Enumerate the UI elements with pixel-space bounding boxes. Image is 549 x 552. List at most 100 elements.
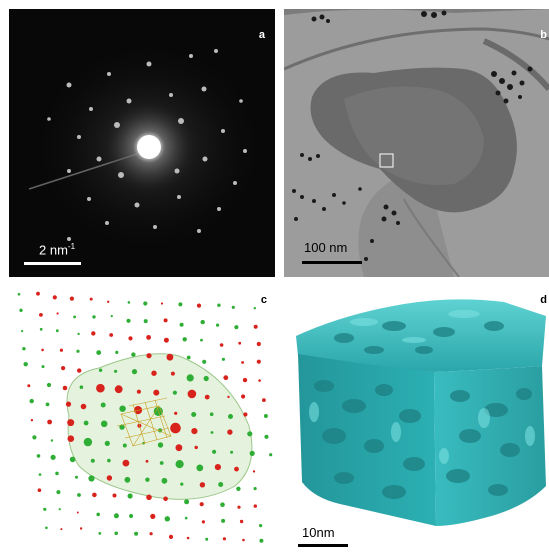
scale-bar-a xyxy=(24,262,81,265)
support-strand xyxy=(482,38,549,91)
lattice-spot xyxy=(30,419,34,422)
lattice-spot xyxy=(131,352,136,357)
lattice-spot xyxy=(241,361,245,364)
lattice-spot xyxy=(205,537,209,541)
gold-nanoparticles xyxy=(292,10,533,261)
film-edge xyxy=(284,9,549,15)
lattice-spot xyxy=(96,512,100,517)
lattice-spot xyxy=(242,538,245,542)
lattice-spot xyxy=(146,353,152,359)
lattice-spot xyxy=(218,482,224,487)
surface-highlights xyxy=(309,310,535,464)
lattice-spot xyxy=(217,303,221,307)
lattice-spot xyxy=(237,505,241,509)
unit-cell-grid xyxy=(116,397,172,447)
lattice-spot xyxy=(56,490,61,495)
lattice-spot xyxy=(262,398,266,402)
lattice-spot xyxy=(166,353,174,361)
lattice-spot xyxy=(247,431,253,437)
lattice-spot xyxy=(79,385,84,389)
lattice-spot xyxy=(127,301,131,304)
lattice-spot xyxy=(59,348,64,352)
lattice-spot xyxy=(199,502,204,507)
lattice-spot xyxy=(46,382,52,388)
lattice-spot xyxy=(202,359,207,364)
lattice-spot xyxy=(109,333,114,337)
lattice-spot xyxy=(50,454,56,460)
lattice-spot xyxy=(253,324,258,329)
lattice-spot xyxy=(113,513,119,519)
lattice-spot xyxy=(96,383,105,393)
lattice-spot xyxy=(249,450,255,456)
lattice-spot xyxy=(228,414,233,419)
lattice-spot xyxy=(114,369,118,373)
lattice-spot xyxy=(91,331,96,336)
lattice-spot xyxy=(191,412,197,417)
lattice-spot xyxy=(160,302,164,305)
lattice-spot xyxy=(143,319,148,324)
isosurface-render xyxy=(296,299,546,526)
lattice-spot xyxy=(119,424,125,430)
lattice-spot xyxy=(39,313,43,317)
lattice-spot xyxy=(29,398,34,404)
lattice-spot xyxy=(90,458,95,463)
reciprocal-lattice-panel: c xyxy=(9,286,275,552)
lattice-spot xyxy=(136,389,141,394)
lattice-spot xyxy=(98,532,102,535)
lattice-spot xyxy=(67,419,75,427)
lattice-spots xyxy=(17,291,273,543)
lattice-spot xyxy=(253,487,257,491)
lattice-spot xyxy=(170,422,181,434)
lattice-spot xyxy=(170,371,175,376)
lattice-spot xyxy=(96,350,102,355)
lattice-spot xyxy=(107,300,110,303)
scale-bar-label-d: 10nm xyxy=(302,525,335,540)
lattice-spot xyxy=(184,516,188,520)
lattice-spot xyxy=(253,307,256,310)
selected-area-box xyxy=(379,153,394,168)
central-spot xyxy=(137,135,161,159)
lattice-spot xyxy=(67,435,75,442)
lattice-spot xyxy=(47,419,52,425)
lattice-spot xyxy=(145,459,149,463)
lattice-spot xyxy=(104,440,110,446)
lattice-spot xyxy=(32,435,37,440)
lattice-spot xyxy=(41,348,44,352)
lattice-spot xyxy=(100,420,108,428)
lattice-spot xyxy=(100,402,106,408)
lattice-spot xyxy=(194,445,198,450)
particle-envelope xyxy=(66,353,253,500)
lattice-spot xyxy=(256,341,261,347)
lattice-spot xyxy=(73,315,76,319)
lattice-spot xyxy=(223,375,229,381)
lattice-spot xyxy=(126,318,131,323)
carbon-edge xyxy=(403,198,460,277)
lattice-spot xyxy=(65,401,72,407)
specimen-interior xyxy=(344,86,484,185)
lattice-spot xyxy=(151,370,157,376)
lattice-spot xyxy=(182,337,187,342)
lattice-spot xyxy=(110,315,113,318)
lattice-spot xyxy=(200,319,205,325)
scale-bar-label-a: 2 nm-1 xyxy=(39,242,76,258)
lattice-spot xyxy=(201,520,205,524)
lattice-spot xyxy=(60,528,63,531)
carbon-filament xyxy=(284,27,549,71)
lattice-spot xyxy=(131,369,138,375)
lattice-spot xyxy=(122,459,130,467)
lattice-spot xyxy=(184,499,190,505)
lattice-spot xyxy=(50,439,54,442)
lattice-spot xyxy=(263,414,268,418)
lattice-spot xyxy=(259,524,263,528)
lattice-spot xyxy=(106,475,113,481)
lattice-spot xyxy=(76,349,80,353)
lattice-spot xyxy=(196,464,204,472)
pore-shadows xyxy=(314,321,532,499)
lattice-spot xyxy=(163,337,169,343)
lattice-spot xyxy=(76,511,79,514)
reciprocal-lattice-render xyxy=(17,291,273,543)
lattice-spot xyxy=(127,493,133,499)
lattice-spot xyxy=(119,405,126,412)
diffraction-spots xyxy=(47,49,247,241)
lattice-spot xyxy=(146,494,152,501)
